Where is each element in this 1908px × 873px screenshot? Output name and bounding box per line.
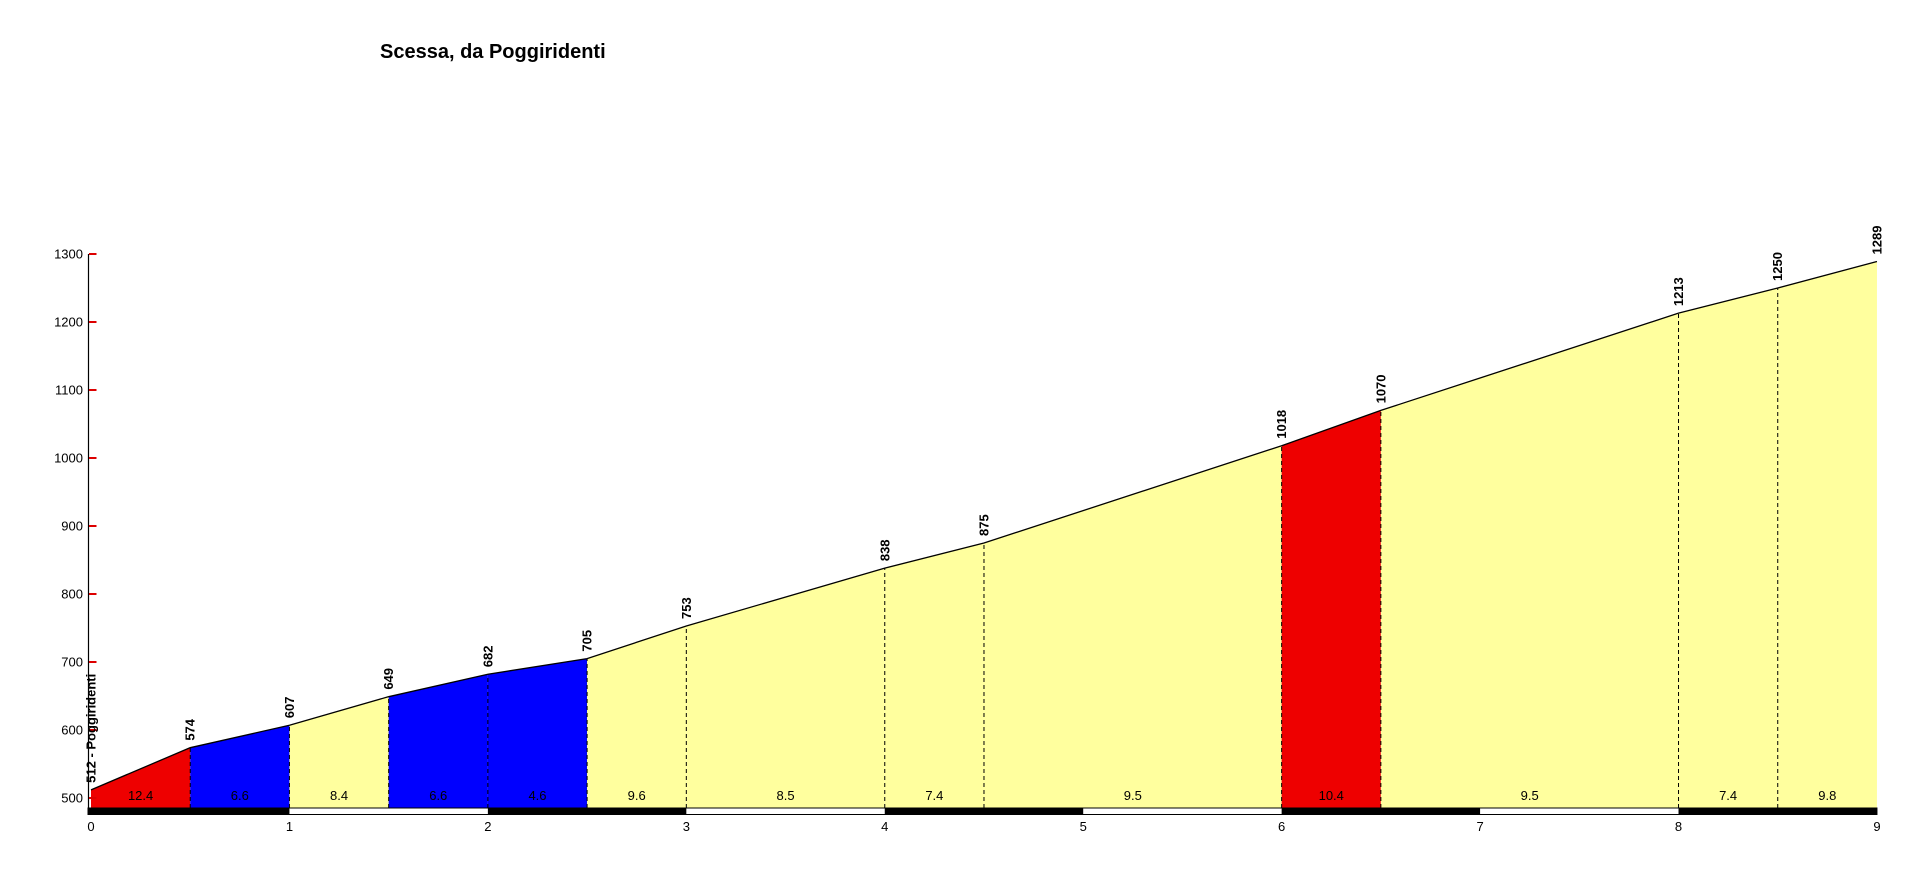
gradient-label: 12.4 [128,788,153,803]
y-axis-tick-label: 1100 [55,383,83,398]
segment-area [289,696,389,808]
plot-area: 500 600 700 800 900 1000 1100 1200 1300 0 1 2 3 4 5 6 7 8… [54,226,1884,834]
km-band-dark-segment [1281,808,1481,815]
elevation-label: 1250 [1770,252,1785,281]
x-axis-tick-label: 6 [1278,819,1285,834]
km-band-dark-segment [884,808,1084,815]
gradient-label: 9.5 [1124,788,1142,803]
gradient-label: 8.4 [330,788,348,803]
x-axis-tick-label: 9 [1873,819,1880,834]
y-axis-tick-label: 1000 [54,451,83,466]
elevation-label: 682 [480,646,495,668]
segment-area [1678,288,1778,808]
gradient-label: 7.4 [1719,788,1737,803]
gradient-label: 9.8 [1818,788,1836,803]
elevation-label: 1213 [1671,277,1686,306]
elevation-label: 1289 [1869,226,1884,255]
segment-area [587,625,687,808]
elevation-label: 574 [183,718,198,740]
x-axis-tick-label: 8 [1675,819,1682,834]
x-axis-tick-label: 3 [683,819,690,834]
y-axis-tick-label: 600 [61,723,83,738]
y-axis-tick-label: 800 [61,587,83,602]
km-band-dark-segment [487,808,687,815]
x-axis-tick-label: 1 [286,819,293,834]
x-axis-tick-label: 4 [881,819,888,834]
segment-area [1777,261,1877,809]
elevation-label: 875 [976,514,991,536]
gradient-label: 9.6 [628,788,646,803]
segment-area [1380,313,1679,808]
x-axis-tick-label: 7 [1476,819,1483,834]
x-axis-tick-label: 0 [87,819,94,834]
start-elevation-label: 512 - Poggiridenti [84,674,99,783]
chart-title: Scessa, da Poggiridenti [380,41,606,63]
elevation-label: 838 [877,539,892,561]
gradient-label: 8.5 [777,788,795,803]
profile-outline [90,260,1878,791]
gradient-label: 6.6 [429,788,447,803]
gradient-label: 4.6 [528,788,546,803]
segment-area [190,725,290,808]
segment-area [884,543,984,808]
segment-area [1281,410,1381,808]
segment-area [388,674,488,808]
gradient-label: 10.4 [1319,788,1344,803]
gradient-label: 6.6 [231,788,249,803]
y-axis-tick-label: 700 [61,655,83,670]
segment-area [91,747,191,808]
elevation-label: 607 [282,697,297,719]
km-band-dark-segment [88,808,290,815]
elevation-label: 753 [679,597,694,619]
elevation-label: 1018 [1274,410,1289,439]
x-axis-tick-label: 2 [484,819,491,834]
x-axis-tick-label: 5 [1080,819,1087,834]
y-axis-tick-label: 500 [61,791,83,806]
segment-area [487,658,588,808]
elevation-label: 1070 [1373,374,1388,403]
y-axis-tick-label: 1300 [54,247,83,262]
elevation-label: 649 [381,668,396,690]
gradient-label: 7.4 [925,788,943,803]
segment-area [983,445,1282,808]
km-band-dark-segment [1678,808,1877,815]
gradient-label: 9.5 [1521,788,1539,803]
elevation-label: 705 [580,630,595,652]
segment-area [686,568,885,808]
y-axis-tick-label: 1200 [54,315,83,330]
y-axis-tick-label: 900 [61,519,83,534]
